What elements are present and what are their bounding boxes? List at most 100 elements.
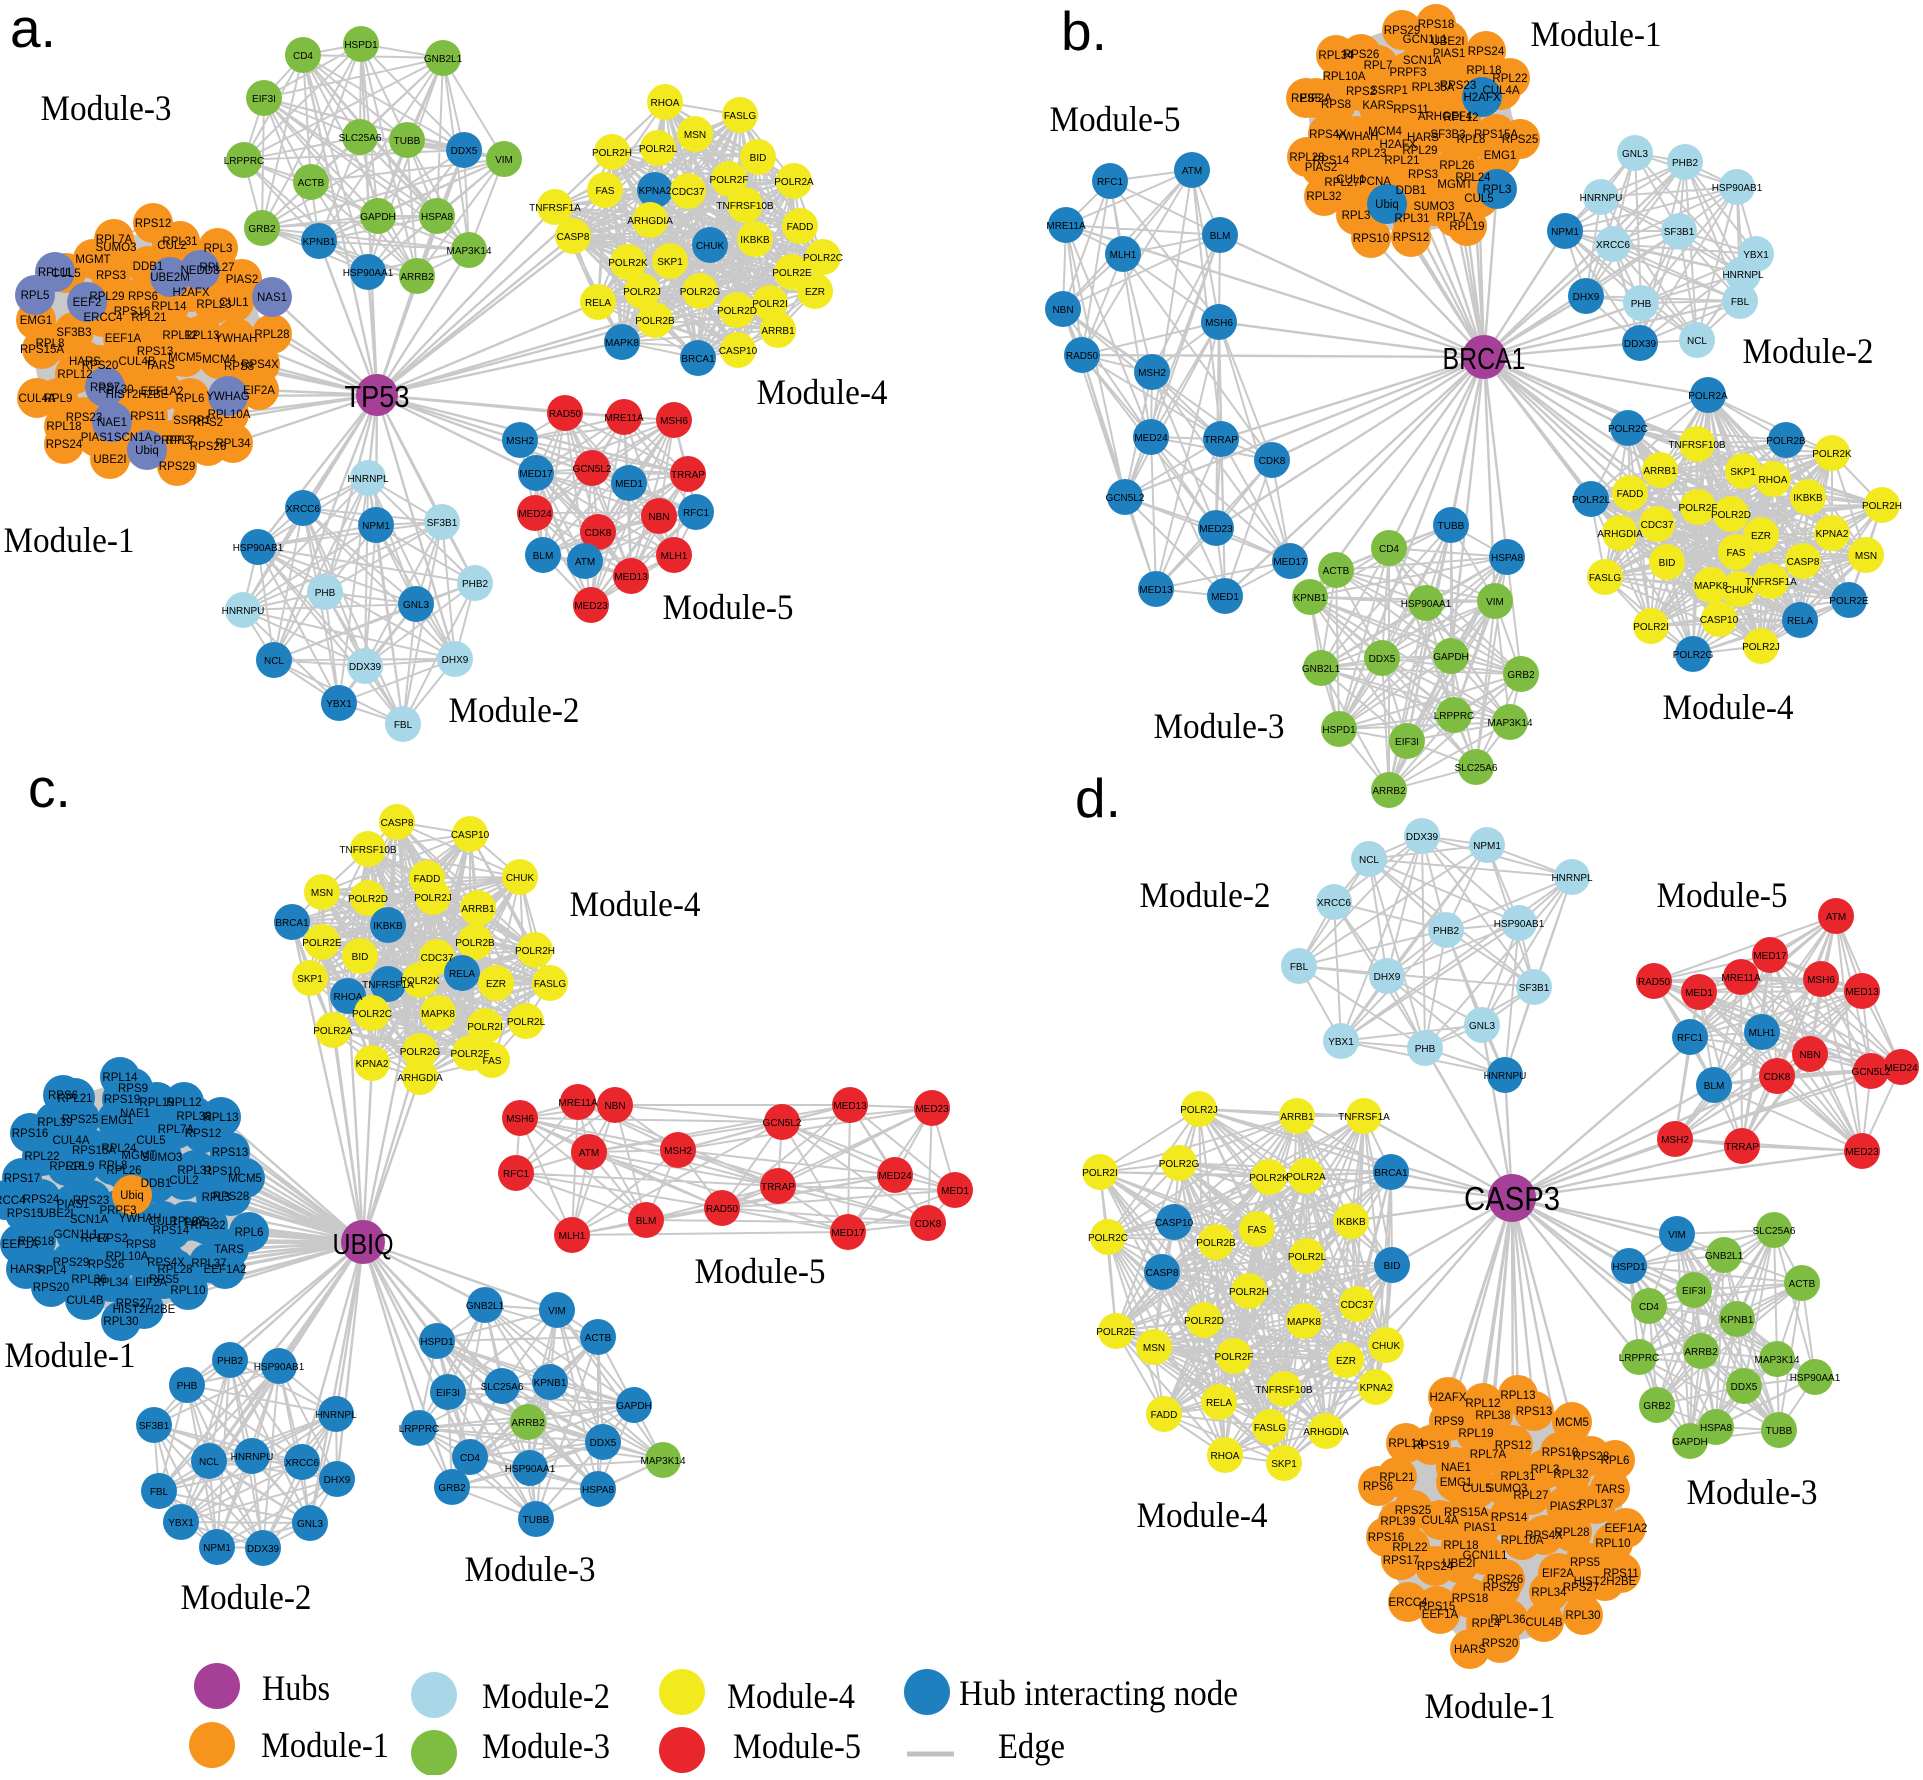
svg-text:FASLG: FASLG <box>1589 573 1621 584</box>
svg-text:TNFRSF1A: TNFRSF1A <box>362 980 414 991</box>
svg-text:ARRB1: ARRB1 <box>761 326 795 337</box>
svg-text:POLR2C: POLR2C <box>803 253 843 264</box>
svg-text:SUMO3: SUMO3 <box>1487 1483 1528 1495</box>
svg-text:MSH2: MSH2 <box>1661 1135 1689 1146</box>
svg-text:MCM5: MCM5 <box>1555 1417 1589 1429</box>
svg-text:DDX39: DDX39 <box>1406 832 1439 843</box>
svg-text:HARS: HARS <box>1454 1644 1486 1656</box>
svg-text:SCN1A: SCN1A <box>70 1214 109 1226</box>
svg-text:RPS18: RPS18 <box>1418 19 1454 31</box>
svg-text:CDK8: CDK8 <box>1259 456 1286 467</box>
svg-text:BLM: BLM <box>636 1216 657 1227</box>
svg-text:TNFRSF1A: TNFRSF1A <box>529 203 581 214</box>
svg-text:HARS: HARS <box>69 356 101 368</box>
svg-text:RPL7A: RPL7A <box>96 234 133 246</box>
svg-text:MRE11A: MRE11A <box>558 1098 598 1109</box>
svg-text:RPS11: RPS11 <box>130 411 166 423</box>
svg-text:Module-4: Module-4 <box>757 372 888 412</box>
svg-text:HNRNPL: HNRNPL <box>1551 873 1593 884</box>
svg-text:SF3B3: SF3B3 <box>56 327 91 339</box>
svg-text:RPL36: RPL36 <box>71 1274 106 1286</box>
svg-text:CUL4A: CUL4A <box>52 1135 89 1147</box>
svg-text:MAP3K14: MAP3K14 <box>1487 718 1532 729</box>
svg-text:HSPD1: HSPD1 <box>1612 1262 1646 1273</box>
svg-text:HNRNPU: HNRNPU <box>231 1452 274 1463</box>
svg-text:MCM5: MCM5 <box>228 1173 262 1185</box>
svg-text:RPS4X: RPS4X <box>241 359 279 371</box>
svg-text:XRCC6: XRCC6 <box>1596 240 1630 251</box>
svg-text:CDC37: CDC37 <box>1641 520 1674 531</box>
svg-text:EEF2: EEF2 <box>73 297 102 309</box>
svg-text:MGMT: MGMT <box>121 1150 156 1162</box>
svg-text:GNB2L1: GNB2L1 <box>466 1301 505 1312</box>
svg-text:EZR: EZR <box>1336 1356 1356 1367</box>
svg-text:Module-3: Module-3 <box>1687 1472 1818 1512</box>
svg-text:MED17: MED17 <box>1753 951 1787 962</box>
svg-text:CASP10: CASP10 <box>719 346 758 357</box>
svg-text:BID: BID <box>352 952 369 963</box>
svg-text:RPL34: RPL34 <box>215 438 251 450</box>
svg-text:RPS20: RPS20 <box>1482 1638 1518 1650</box>
svg-text:CD4: CD4 <box>1639 1302 1659 1313</box>
svg-text:SCN1A: SCN1A <box>114 432 153 444</box>
svg-text:TRRAP: TRRAP <box>1204 435 1238 446</box>
svg-text:SUMO3: SUMO3 <box>96 242 137 254</box>
svg-text:YWHAH: YWHAH <box>1336 131 1379 143</box>
svg-text:RPL18: RPL18 <box>49 1161 84 1173</box>
svg-text:PIAS2: PIAS2 <box>184 1217 217 1229</box>
svg-text:PIAS1: PIAS1 <box>81 432 114 444</box>
svg-text:MAP3K14: MAP3K14 <box>446 246 491 257</box>
svg-text:RPS25: RPS25 <box>1395 1505 1431 1517</box>
svg-text:POLR2I: POLR2I <box>1633 622 1669 633</box>
svg-text:RPL12: RPL12 <box>1443 112 1478 124</box>
svg-text:CASP10: CASP10 <box>1700 615 1739 626</box>
svg-text:RELA: RELA <box>1787 616 1813 627</box>
svg-text:NEDD8: NEDD8 <box>181 265 220 277</box>
svg-text:RPL37: RPL37 <box>191 1258 226 1270</box>
svg-text:MED13: MED13 <box>1139 585 1173 596</box>
svg-text:HSPA8: HSPA8 <box>1700 1423 1732 1434</box>
svg-text:GNB2L1: GNB2L1 <box>1302 664 1341 675</box>
svg-text:NPM1: NPM1 <box>1473 841 1501 852</box>
svg-text:RPS10: RPS10 <box>204 1166 240 1178</box>
svg-text:MED1: MED1 <box>1685 988 1713 999</box>
svg-text:RPL21: RPL21 <box>1379 1472 1414 1484</box>
svg-text:RPS29: RPS29 <box>159 461 195 473</box>
svg-text:RPL32: RPL32 <box>1553 1469 1588 1481</box>
svg-text:YWHAH: YWHAH <box>215 333 258 345</box>
svg-text:CUL4A: CUL4A <box>18 393 55 405</box>
svg-text:TUBB: TUBB <box>1438 521 1465 532</box>
svg-text:RFC1: RFC1 <box>1097 177 1124 188</box>
svg-text:MED13: MED13 <box>1845 987 1879 998</box>
svg-text:MED17: MED17 <box>831 1228 865 1239</box>
svg-text:MSN: MSN <box>311 888 333 899</box>
svg-text:FASLG: FASLG <box>534 979 566 990</box>
svg-text:PHB2: PHB2 <box>1672 158 1699 169</box>
svg-text:RPL18: RPL18 <box>1443 1540 1478 1552</box>
svg-text:DDX5: DDX5 <box>590 1438 617 1449</box>
svg-text:MED13: MED13 <box>833 1101 867 1112</box>
svg-text:Module-5: Module-5 <box>1050 99 1181 139</box>
svg-text:MAP3K14: MAP3K14 <box>1754 1355 1799 1366</box>
svg-text:POLR2J: POLR2J <box>1180 1105 1218 1116</box>
svg-text:RPL34: RPL34 <box>1531 1587 1567 1599</box>
svg-text:EEF1A2: EEF1A2 <box>204 1264 247 1276</box>
svg-text:SF3B1: SF3B1 <box>139 1421 170 1432</box>
svg-text:DHX9: DHX9 <box>1374 972 1401 983</box>
svg-text:CASP10: CASP10 <box>1155 1218 1194 1229</box>
svg-text:RPS18: RPS18 <box>18 1236 54 1248</box>
svg-text:TRRAP: TRRAP <box>761 1182 795 1193</box>
svg-text:CUL5: CUL5 <box>51 268 80 280</box>
svg-text:SF3B1: SF3B1 <box>427 518 458 529</box>
svg-text:RPL21: RPL21 <box>1384 155 1419 167</box>
svg-text:MAPK8: MAPK8 <box>421 1009 455 1020</box>
svg-text:Hubs: Hubs <box>262 1668 330 1708</box>
svg-text:RPL31: RPL31 <box>1394 213 1429 225</box>
svg-text:RPS12: RPS12 <box>1495 1440 1531 1452</box>
svg-text:EIF2A: EIF2A <box>1300 93 1332 105</box>
svg-text:RPS15A: RPS15A <box>20 344 64 356</box>
svg-text:MGMT: MGMT <box>75 254 110 266</box>
svg-text:MSH6: MSH6 <box>660 416 688 427</box>
svg-text:TNFRSF10B: TNFRSF10B <box>1668 440 1726 451</box>
svg-text:SKP1: SKP1 <box>1730 467 1756 478</box>
